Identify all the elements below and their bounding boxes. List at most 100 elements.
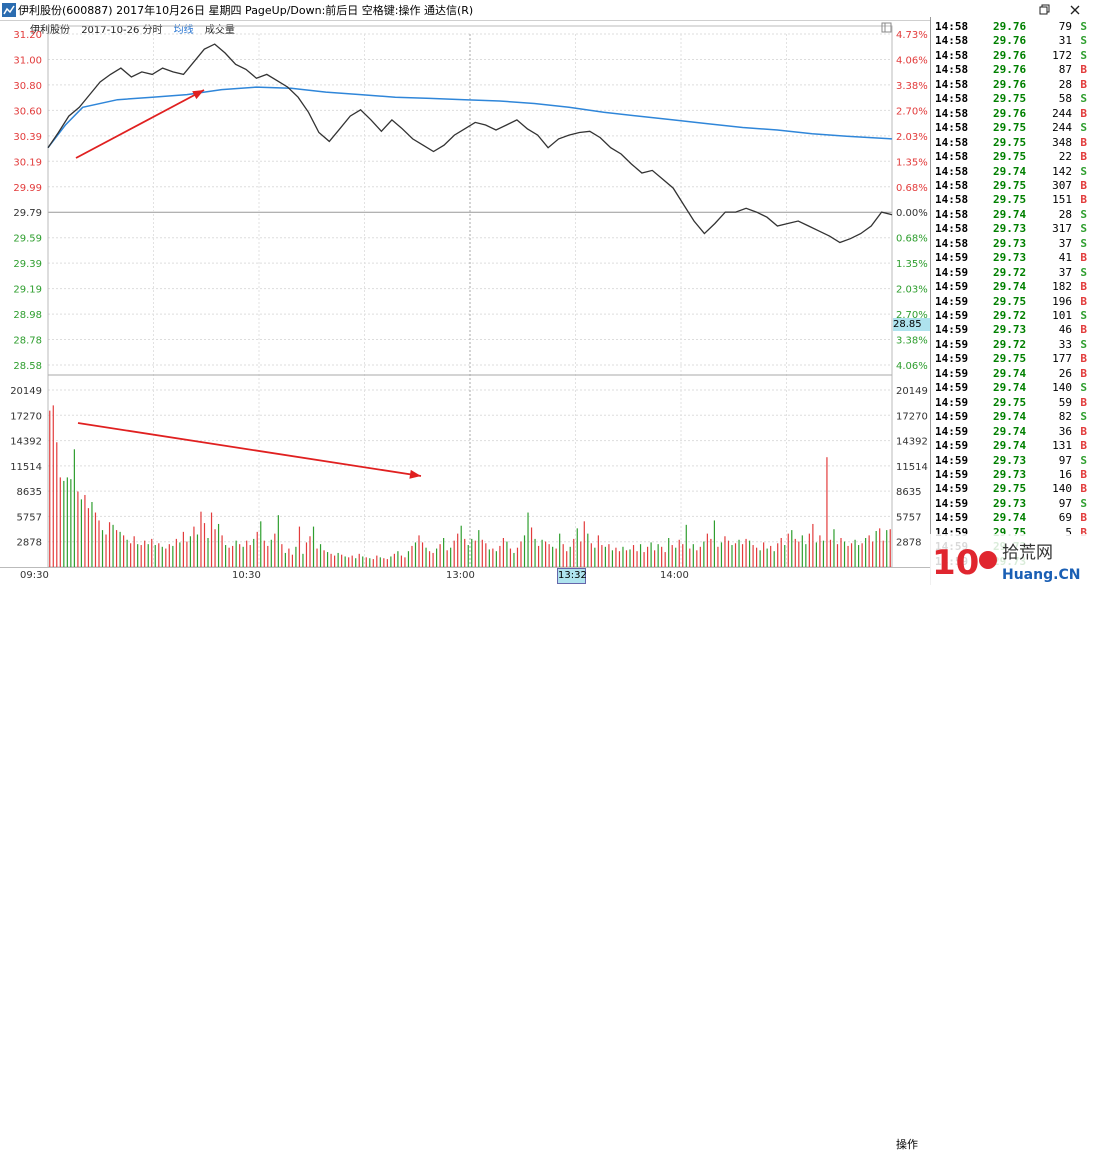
intraday-chart[interactable]: 31.20 31.00 30.80 30.60 30.39 30.19 29.99 29.79… — [0, 20, 930, 567]
annotation-arrow — [77, 422, 422, 477]
price-tick: 30.60 — [13, 106, 42, 117]
arrow-head — [192, 90, 204, 100]
trade-price: 29.74 — [993, 511, 1027, 525]
trade-direction: B — [1080, 63, 1087, 77]
volume-label[interactable]: 成交量 — [204, 25, 235, 36]
percent-tick: 4.73% — [896, 30, 928, 41]
close-icon[interactable] — [1062, 1, 1088, 19]
price-tick: 29.99 — [13, 183, 42, 194]
trade-direction: B — [1080, 424, 1087, 438]
trade-volume: 79 — [1058, 20, 1072, 33]
trade-direction: S — [1080, 164, 1087, 178]
window-title: 伊利股份(600887) 2017年10月26日 星期四 PageUp/Down… — [18, 4, 474, 17]
trade-price: 29.72 — [993, 309, 1027, 322]
trade-direction: B — [1080, 280, 1087, 294]
trade-direction: S — [1080, 222, 1087, 236]
trade-direction: B — [1080, 352, 1087, 366]
trade-price: 29.73 — [993, 323, 1027, 337]
trade-price: 29.74 — [993, 410, 1027, 424]
trade-time: 14:58 — [935, 106, 969, 120]
trade-volume: 16 — [1058, 467, 1072, 481]
operate-button[interactable]: 操作 — [896, 1138, 918, 1151]
trade-direction: B — [1080, 77, 1087, 91]
avg-line-label[interactable]: 均线 — [173, 25, 194, 36]
trade-direction: B — [1080, 251, 1087, 265]
trade-direction: S — [1080, 34, 1087, 48]
trade-time: 14:59 — [935, 453, 969, 467]
trade-volume: 69 — [1058, 511, 1072, 525]
watermark-url: Huang.CN — [1002, 567, 1080, 583]
time-axis: 09:30 10:30 13:00 14:00 操作 — [0, 567, 930, 1151]
trade-price: 29.76 — [993, 106, 1027, 120]
trade-time: 14:59 — [935, 424, 969, 438]
trade-volume: 172 — [1052, 48, 1072, 62]
trade-volume: 31 — [1058, 34, 1072, 48]
trade-volume: 28 — [1058, 77, 1072, 91]
trade-time: 14:58 — [935, 135, 969, 149]
trade-volume: 142 — [1052, 164, 1072, 178]
time-label: 14:00 — [660, 570, 689, 581]
trade-row: 14:58 29.75 151 B — [931, 193, 1093, 207]
trade-price: 29.73 — [993, 222, 1027, 236]
price-tick: 29.59 — [13, 234, 42, 245]
price-tick: 30.19 — [13, 157, 42, 168]
trade-direction: B — [1080, 106, 1087, 120]
trade-row: 14:58 29.76 87 B — [931, 63, 1093, 77]
trade-price: 29.74 — [993, 366, 1027, 380]
trade-time: 14:59 — [935, 439, 969, 453]
trade-price: 29.75 — [993, 395, 1027, 409]
annotation-arrow — [75, 89, 205, 159]
trade-price: 29.73 — [993, 467, 1027, 481]
percent-tick: 4.06% — [896, 361, 928, 372]
trade-time: 14:58 — [935, 222, 969, 236]
trade-row: 14:58 29.76 79 S — [931, 20, 1093, 34]
trade-row: 14:59 29.72 33 S — [931, 338, 1093, 352]
trade-price: 29.75 — [993, 193, 1027, 207]
trade-time: 14:59 — [935, 381, 969, 395]
trade-price: 29.73 — [993, 236, 1027, 250]
trade-row: 14:59 29.75 140 B — [931, 482, 1093, 496]
price-tick: 29.19 — [13, 285, 42, 296]
trade-time: 14:59 — [935, 337, 969, 351]
trade-direction: S — [1080, 410, 1087, 424]
trade-price: 29.73 — [993, 453, 1027, 467]
trade-direction: B — [1080, 467, 1087, 481]
trade-time: 14:58 — [935, 164, 969, 178]
trade-detail-list[interactable]: 14:58 29.76 79 S 14:58 29.76 31 S 14:58 29.76 172 S… — [930, 17, 1093, 585]
price-line-series — [47, 43, 893, 244]
trade-direction: S — [1080, 207, 1087, 221]
trade-price: 29.74 — [993, 381, 1027, 395]
trade-volume: 87 — [1058, 63, 1072, 77]
trade-volume: 131 — [1052, 439, 1072, 453]
price-axis-left: 31.20 31.00 30.80 30.60 30.39 30.19 29.99 29.79… — [13, 30, 42, 372]
trade-price: 29.74 — [993, 164, 1027, 178]
price-tick: 31.20 — [13, 30, 42, 41]
corner-box-icon[interactable] — [881, 22, 892, 33]
trade-volume: 317 — [1052, 222, 1072, 236]
volume-tick: 11514 — [10, 462, 42, 473]
price-tick: 28.78 — [13, 336, 42, 347]
price-tick: 28.98 — [13, 310, 42, 321]
trade-row: 14:59 29.74 140 S — [931, 381, 1093, 395]
trade-price: 29.76 — [993, 34, 1027, 48]
trade-direction: B — [1080, 366, 1087, 380]
trade-direction: S — [1080, 48, 1087, 62]
time-label: 10:30 — [232, 570, 261, 581]
trade-time: 14:58 — [935, 207, 969, 221]
trade-time: 14:59 — [935, 467, 969, 481]
time-label: 09:30 — [20, 570, 49, 581]
trade-row: 14:58 29.75 348 B — [931, 136, 1093, 150]
trade-price: 29.75 — [993, 135, 1027, 149]
percent-tick: 0.68% — [896, 234, 928, 245]
restore-icon[interactable] — [1032, 1, 1058, 19]
trade-price: 29.74 — [993, 424, 1027, 438]
trade-time: 14:59 — [935, 366, 969, 380]
trade-volume: 244 — [1052, 106, 1072, 120]
watermark-logo: 10 拾荒网 Huang.CN — [930, 530, 1093, 585]
percent-tick: 1.35% — [896, 157, 928, 168]
volume-tick: 20149 — [10, 386, 42, 397]
volume-bars — [49, 405, 891, 567]
trade-volume: 140 — [1052, 482, 1072, 496]
trade-row: 14:58 29.75 307 B — [931, 179, 1093, 193]
trade-price: 29.74 — [993, 439, 1027, 453]
